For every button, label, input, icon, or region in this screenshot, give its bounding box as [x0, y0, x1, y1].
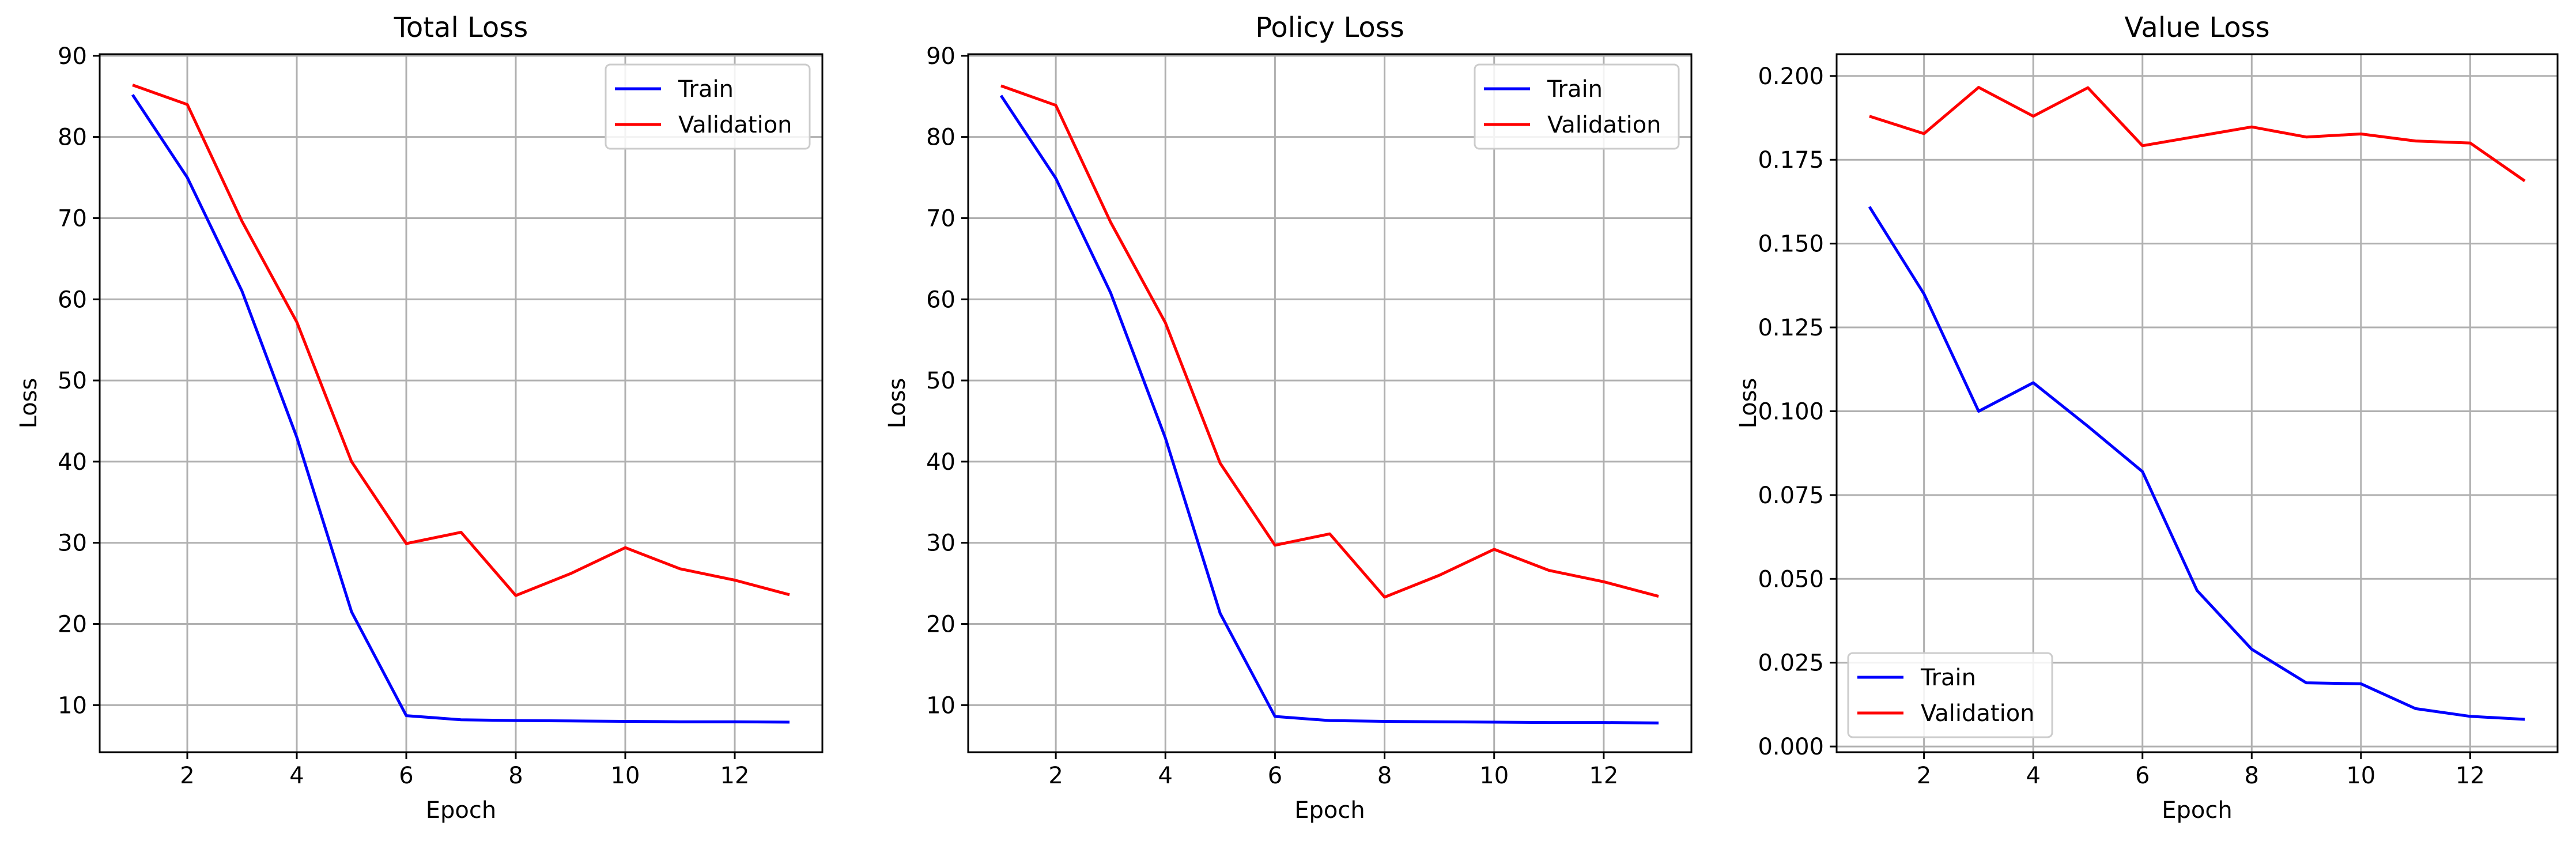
series-line-validation [1000, 84, 1659, 599]
chart-policy-loss: 2 4 6 8 10 12 10 20 30 40 50 60 70 80 90 Policy Loss Epo… [884, 12, 1693, 824]
x-axis-label: Epoch [426, 797, 496, 824]
y-tick-label: 70 [58, 205, 87, 232]
x-axis-label: Epoch [2162, 797, 2232, 824]
y-tick-label: 90 [926, 43, 955, 70]
series-line-train [999, 95, 1659, 725]
legend-label-validation: Validation [1547, 112, 1661, 138]
x-tick-label: 8 [1377, 763, 1392, 789]
y-tick-label: 60 [926, 286, 955, 313]
series-line-train [131, 94, 790, 724]
legend-label-train: Train [678, 76, 734, 103]
y-tick-label: 60 [58, 286, 87, 313]
chart-value-loss: 2 4 6 8 10 12 0.000 0.025 0.050 0.075 0.100 0.125 0.… [1735, 12, 2559, 824]
y-tick-label: 0.000 [1758, 734, 1824, 760]
x-tick-label: 4 [1158, 763, 1173, 789]
x-tick-label: 10 [611, 763, 640, 789]
y-tick-label: 80 [58, 125, 87, 151]
y-axis-label: Loss [1735, 378, 1762, 429]
y-tick-label: 0.100 [1758, 398, 1824, 425]
plot-frame [1835, 53, 2559, 753]
y-tick-label: 0.125 [1758, 315, 1824, 341]
y-axis-label: Loss [884, 378, 911, 429]
x-tick-label: 12 [1589, 763, 1618, 789]
y-tick-label: 80 [926, 125, 955, 151]
y-tick-label: 30 [58, 530, 87, 557]
plot-frame [967, 53, 1693, 753]
y-tick-label: 70 [926, 205, 955, 232]
plot-frame [99, 53, 824, 753]
y-tick-label: 40 [58, 449, 87, 476]
series-line-validation [1869, 86, 2526, 182]
x-tick-label: 4 [2026, 763, 2040, 789]
y-tick-label: 0.050 [1758, 566, 1824, 593]
x-tick-label: 4 [289, 763, 304, 789]
legend-box [605, 63, 811, 150]
x-tick-label: 12 [2456, 763, 2485, 789]
x-tick-label: 2 [1048, 763, 1063, 789]
y-tick-label: 0.175 [1758, 147, 1824, 173]
legend-label-train: Train [1547, 76, 1603, 103]
x-axis-label: Epoch [1294, 797, 1365, 824]
y-tick-label: 40 [926, 449, 955, 476]
y-tick-label: 0.200 [1758, 63, 1824, 90]
legend-label-validation: Validation [1921, 700, 2035, 727]
y-tick-label: 20 [926, 612, 955, 638]
legend: Train Validation [1847, 652, 2053, 738]
x-tick-label: 10 [1479, 763, 1509, 789]
legend-label-train: Train [1920, 665, 1976, 691]
series-line-train [1868, 206, 2525, 721]
y-tick-label: 10 [58, 692, 87, 719]
chart-title: Policy Loss [1255, 12, 1404, 44]
y-tick-label: 10 [926, 692, 955, 719]
x-tick-label: 2 [1917, 763, 1931, 789]
x-tick-label: 2 [180, 763, 194, 789]
x-tick-label: 6 [1268, 763, 1282, 789]
legend-box [1847, 652, 2053, 738]
x-tick-label: 10 [2346, 763, 2375, 789]
y-axis-label: Loss [16, 378, 42, 429]
x-tick-label: 12 [720, 763, 750, 789]
y-tick-label: 90 [58, 43, 87, 70]
y-tick-label: 20 [58, 612, 87, 638]
y-tick-label: 30 [926, 530, 955, 557]
x-tick-label: 8 [508, 763, 523, 789]
x-tick-label: 6 [399, 763, 413, 789]
x-tick-label: 8 [2245, 763, 2259, 789]
y-tick-label: 0.025 [1758, 650, 1824, 677]
chart-title: Total Loss [394, 12, 528, 44]
y-tick-label: 0.075 [1758, 482, 1824, 509]
legend-box [1474, 63, 1680, 150]
legend: Train Validation [605, 63, 811, 150]
y-tick-label: 50 [926, 368, 955, 394]
x-tick-label: 6 [2135, 763, 2150, 789]
y-tick-label: 50 [58, 368, 87, 394]
chart-title: Value Loss [2124, 12, 2269, 44]
legend: Train Validation [1474, 63, 1680, 150]
y-tick-label: 0.150 [1758, 231, 1824, 258]
series-line-validation [132, 84, 790, 597]
chart-total-loss: 2 4 6 8 10 12 10 20 30 40 50 60 70 80 90 Total Loss Epoc… [16, 12, 824, 824]
legend-label-validation: Validation [678, 112, 792, 138]
